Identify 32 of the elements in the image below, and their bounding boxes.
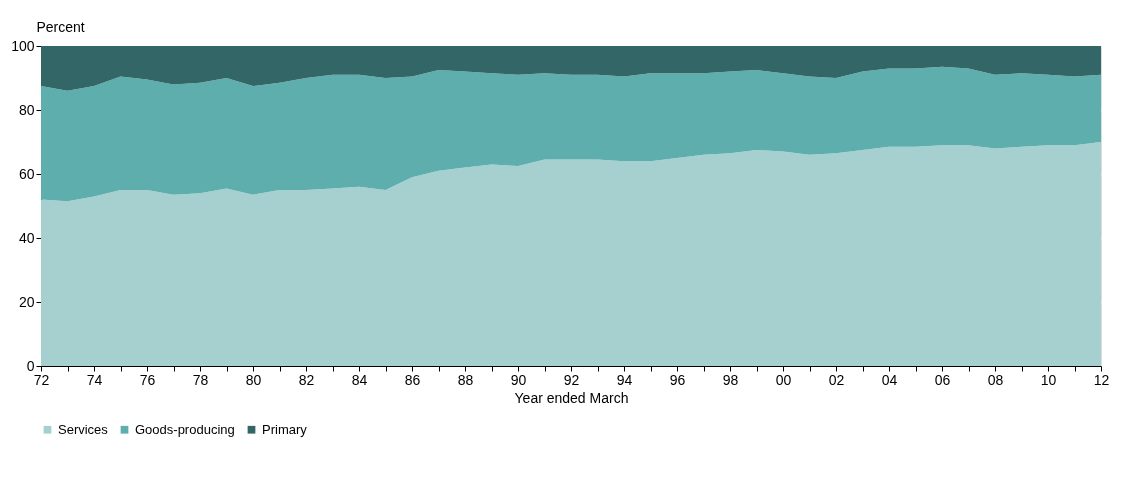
x-tick-label: 84: [351, 371, 368, 388]
x-axis-title: Year ended March: [514, 389, 629, 406]
y-tick-label: 40: [18, 229, 35, 246]
x-tick-label: 82: [298, 371, 315, 388]
x-tick-label: 86: [404, 371, 421, 388]
x-tick-label: 88: [457, 371, 474, 388]
x-tick-label: 12: [1093, 371, 1110, 388]
y-tick-label: 100: [11, 37, 35, 54]
x-tick-label: 76: [139, 371, 156, 388]
y-tick-label: 0: [26, 357, 35, 374]
x-tick-label: 80: [245, 371, 262, 388]
x-tick-label: 92: [563, 371, 580, 388]
x-tick-label: 06: [934, 371, 951, 388]
x-tick-label: 96: [669, 371, 686, 388]
x-tick-label: 10: [1040, 371, 1057, 388]
y-tick-label: 60: [18, 165, 35, 182]
x-tick-label: 74: [86, 371, 103, 388]
y-tick-label: 80: [18, 101, 35, 118]
x-tick-label: 08: [987, 371, 1004, 388]
x-tick-label: 98: [722, 371, 739, 388]
y-axis-title: Percent: [36, 18, 85, 35]
x-tick-label: 02: [828, 371, 845, 388]
x-tick-label: 00: [775, 371, 792, 388]
x-tick-label: 90: [510, 371, 527, 388]
x-tick-label: 72: [33, 371, 50, 388]
y-tick-label: 20: [18, 293, 35, 310]
legend-label: Services: [58, 421, 109, 437]
x-tick-label: 94: [616, 371, 633, 388]
legend-label: Primary: [262, 421, 308, 437]
x-tick-label: 04: [881, 371, 898, 388]
x-tick-label: 78: [192, 371, 209, 388]
legend-label: Goods-producing: [135, 421, 235, 437]
